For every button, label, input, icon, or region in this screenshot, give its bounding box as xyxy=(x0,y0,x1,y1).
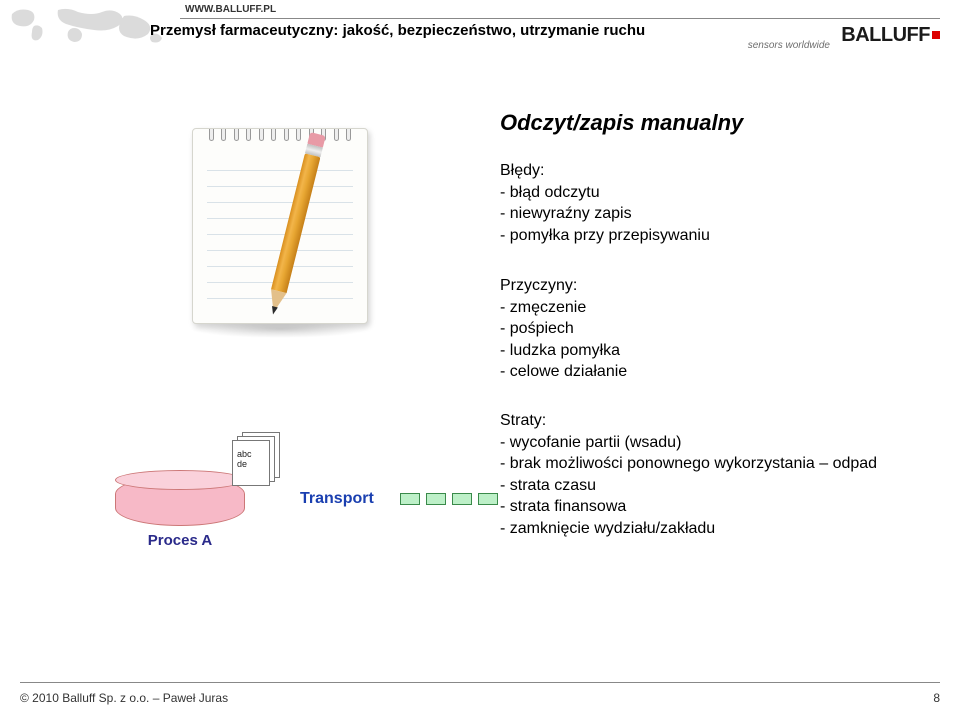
losses-item: - wycofanie partii (wsadu) xyxy=(500,432,877,454)
sheet-text-1: abc xyxy=(237,449,252,459)
process-a-label: Proces A xyxy=(115,532,245,549)
causes-item: - zmęczenie xyxy=(500,297,627,319)
logo: BALLUFF xyxy=(841,24,940,47)
errors-item: - pomyłka przy przepisywaniu xyxy=(500,225,710,247)
causes-item: - ludzka pomyłka xyxy=(500,340,627,362)
causes-block: Przyczyny: - zmęczenie - pośpiech - ludz… xyxy=(500,275,627,383)
causes-item: - pośpiech xyxy=(500,318,627,340)
transport-dashes-icon xyxy=(400,493,498,505)
process-a: Proces A xyxy=(115,470,245,534)
notepad-binding-icon xyxy=(193,129,367,143)
header-rule xyxy=(180,18,940,19)
footer-rule xyxy=(20,682,940,683)
sheet-text-2: de xyxy=(237,459,247,469)
notepad-graphic xyxy=(180,120,380,340)
site-url: WWW.BALLUFF.PL xyxy=(185,4,276,15)
header: WWW.BALLUFF.PL Przemysł farmaceutyczny: … xyxy=(0,0,960,48)
content-title: Odczyt/zapis manualny xyxy=(500,110,743,136)
errors-block: Błędy: - błąd odczytu - niewyraźny zapis… xyxy=(500,160,710,246)
tagline: sensors worldwide xyxy=(748,40,830,51)
losses-item: - strata czasu xyxy=(500,475,877,497)
losses-item: - strata finansowa xyxy=(500,496,877,518)
cylinder-lid-icon xyxy=(115,470,245,490)
causes-item: - celowe działanie xyxy=(500,361,627,383)
logo-text: BALLUFF xyxy=(841,24,930,46)
footer-copyright: © 2010 Balluff Sp. z o.o. – Paweł Juras xyxy=(20,691,228,705)
world-map-icon xyxy=(4,4,174,46)
losses-item: - zamknięcie wydziału/zakładu xyxy=(500,518,877,540)
errors-header: Błędy: xyxy=(500,160,710,182)
losses-header: Straty: xyxy=(500,410,877,432)
errors-item: - błąd odczytu xyxy=(500,182,710,204)
causes-header: Przyczyny: xyxy=(500,275,627,297)
logo-square-icon xyxy=(932,31,940,39)
losses-block: Straty: - wycofanie partii (wsadu) - bra… xyxy=(500,410,877,540)
transport-label: Transport xyxy=(300,490,374,508)
slide-title: Przemysł farmaceutyczny: jakość, bezpiec… xyxy=(150,22,645,39)
sheets-icon: abc de xyxy=(232,432,282,490)
losses-item: - brak możliwości ponownego wykorzystani… xyxy=(500,453,877,475)
footer-page-number: 8 xyxy=(933,691,940,705)
errors-item: - niewyraźny zapis xyxy=(500,203,710,225)
